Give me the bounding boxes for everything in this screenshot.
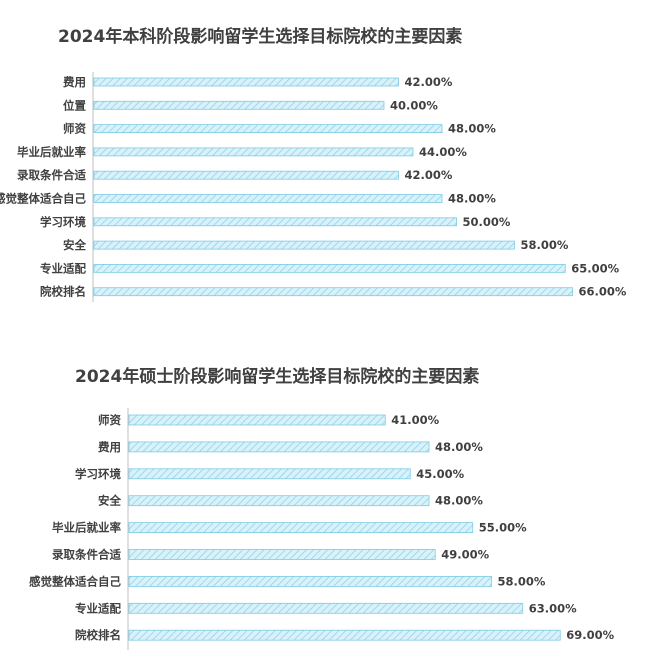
category-tick-label: 录取条件合适: [17, 168, 86, 182]
bar: [128, 414, 386, 426]
data-label: 58.00%: [498, 574, 546, 588]
bar: [128, 468, 411, 480]
bar: [128, 602, 524, 614]
bar: [128, 522, 474, 533]
chart-title: 2024年本科阶段影响留学生选择目标院校的主要因素: [58, 26, 462, 47]
data-label: 58.00%: [521, 238, 569, 252]
bar: [93, 100, 385, 110]
category-tick-label: 费用: [98, 440, 121, 454]
category-tick-label: 毕业后就业率: [52, 521, 121, 535]
bar: [93, 77, 399, 87]
category-tick-label: 毕业后就业率: [17, 145, 86, 159]
category-tick-label: 位置: [63, 98, 86, 112]
category-tick-label: 费用: [63, 75, 86, 89]
data-label: 48.00%: [448, 192, 496, 206]
bar: [128, 629, 561, 641]
category-tick-label: 安全: [98, 494, 121, 508]
category-tick-label: 师资: [63, 122, 86, 136]
chart-undergraduate: 2024年本科阶段影响留学生选择目标院校的主要因素 费用 42.00% 位置 40.0…: [0, 26, 627, 302]
data-label: 40.00%: [390, 98, 438, 112]
category-tick-label: 院校排名: [40, 285, 86, 299]
bar: [93, 170, 399, 180]
category-tick-label: 感觉整体适合自己: [29, 574, 121, 588]
data-label: 48.00%: [448, 122, 496, 136]
bar: [93, 287, 573, 297]
category-tick-label: 院校排名: [75, 628, 121, 642]
data-label: 49.00%: [441, 548, 489, 562]
bar: [128, 495, 430, 507]
data-label: 65.00%: [571, 261, 619, 275]
bar: [93, 240, 515, 250]
data-label: 48.00%: [435, 494, 483, 508]
category-tick-label: 专业适配: [75, 601, 121, 615]
data-label: 42.00%: [405, 75, 453, 89]
data-label: 50.00%: [463, 215, 511, 229]
data-label: 48.00%: [435, 440, 483, 454]
bar: [93, 124, 443, 133]
chart-title: 2024年硕士阶段影响留学生选择目标院校的主要因素: [75, 366, 479, 387]
data-label: 66.00%: [579, 285, 627, 299]
chart-masters: 2024年硕士阶段影响留学生选择目标院校的主要因素 师资 41.00% 费用 48.0…: [29, 366, 615, 650]
bar: [128, 549, 436, 560]
data-label: 41.00%: [391, 413, 439, 427]
bar: [128, 441, 430, 453]
bar-series: 费用 42.00% 位置 40.00% 师资 48.00% 毕业后就业率 44.00% 录取条件…: [0, 72, 627, 302]
bar: [93, 217, 457, 227]
data-label: 45.00%: [416, 467, 464, 481]
category-tick-label: 感觉整体适合自己: [0, 192, 86, 206]
data-label: 55.00%: [479, 521, 527, 535]
bar: [93, 263, 566, 273]
bar-series: 师资 41.00% 费用 48.00% 学习环境 45.00% 安全 48.00% 毕业后就业率…: [29, 408, 615, 650]
category-tick-label: 专业适配: [40, 261, 86, 275]
bar: [128, 576, 492, 587]
data-label: 69.00%: [566, 628, 614, 642]
category-tick-label: 学习环境: [75, 467, 121, 481]
category-tick-label: 安全: [63, 238, 86, 252]
category-tick-label: 学习环境: [40, 215, 86, 229]
data-label: 44.00%: [419, 145, 467, 159]
data-label: 63.00%: [529, 601, 577, 615]
bar: [93, 194, 443, 203]
category-tick-label: 录取条件合适: [52, 548, 121, 562]
data-label: 42.00%: [405, 168, 453, 182]
category-tick-label: 师资: [98, 413, 121, 427]
bar: [93, 147, 414, 157]
